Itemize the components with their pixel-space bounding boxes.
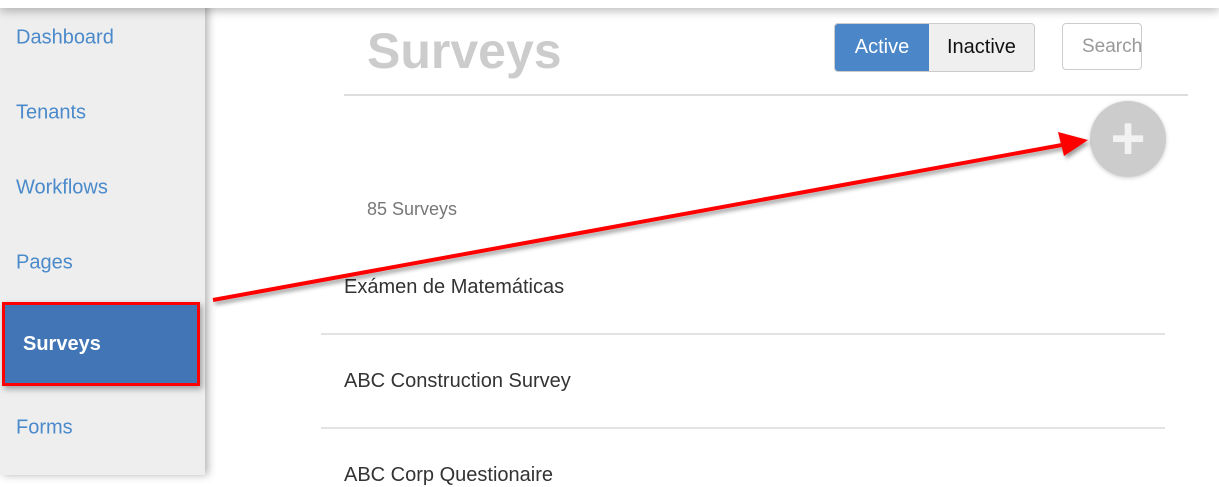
header-divider — [344, 94, 1188, 96]
sidebar-item-tenants[interactable]: Tenants — [16, 101, 87, 124]
survey-count: 85 Surveys — [367, 199, 458, 219]
plus-icon: + — [1110, 105, 1146, 172]
active-toggle-button[interactable]: Active — [835, 24, 929, 71]
status-toggle: Active Inactive — [834, 23, 1035, 72]
sidebar-item-workflows[interactable]: Workflows — [16, 176, 108, 199]
add-survey-button[interactable]: + — [1090, 101, 1166, 177]
sidebar-item-forms[interactable]: Forms — [16, 416, 73, 439]
list-item[interactable]: ABC Corp Questionaire — [344, 464, 553, 486]
sidebar-item-surveys[interactable]: Surveys — [2, 302, 200, 386]
sidebar-item-pages[interactable]: Pages — [16, 251, 73, 274]
list-divider — [321, 333, 1165, 335]
list-item[interactable]: ABC Construction Survey — [344, 370, 571, 392]
list-divider — [321, 427, 1165, 429]
top-bar — [0, 0, 1219, 8]
sidebar-item-dashboard[interactable]: Dashboard — [16, 26, 114, 49]
sidebar: Dashboard Tenants Workflows Pages Survey… — [0, 0, 205, 475]
page-title: Surveys — [367, 23, 562, 79]
list-item[interactable]: Exámen de Matemáticas — [344, 276, 565, 298]
search-input[interactable]: Search — [1062, 23, 1142, 70]
inactive-toggle-button[interactable]: Inactive — [929, 24, 1034, 71]
